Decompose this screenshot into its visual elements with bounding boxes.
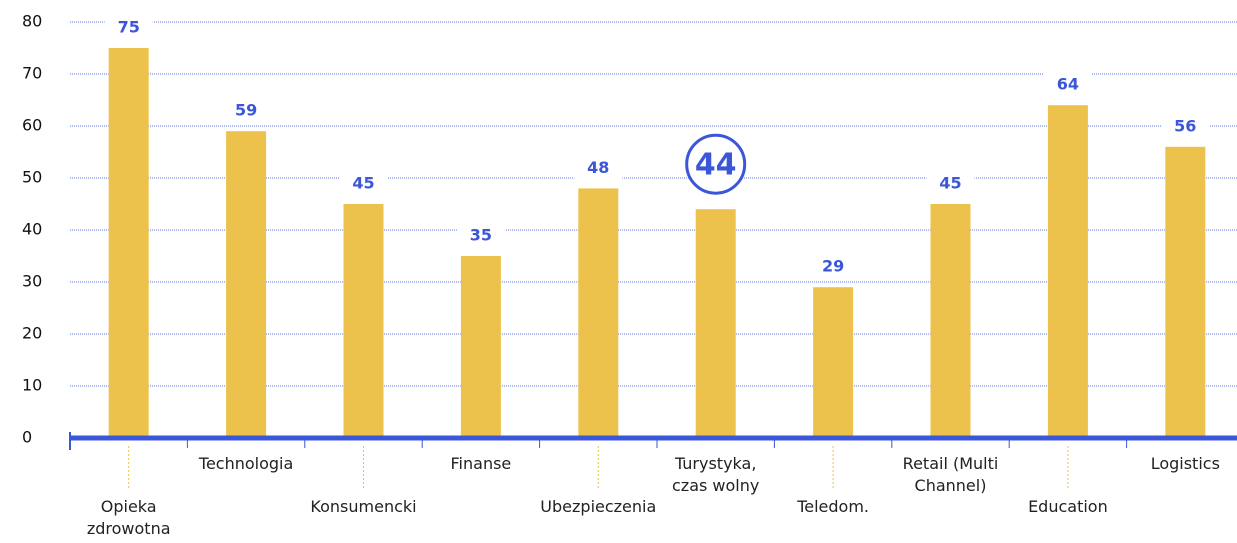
y-tick-label: 20 bbox=[22, 324, 42, 343]
x-tick-label: Retail (Multi Channel) bbox=[902, 454, 999, 495]
value-label: 35 bbox=[470, 226, 492, 245]
label-bg bbox=[222, 99, 271, 124]
bar bbox=[578, 188, 619, 438]
label-bg bbox=[456, 224, 505, 248]
highlight-circle bbox=[685, 133, 747, 195]
label-bg bbox=[574, 156, 623, 181]
y-tick-label: 0 bbox=[22, 428, 32, 447]
bar bbox=[695, 209, 736, 438]
y-tick-label: 40 bbox=[22, 220, 42, 239]
bar bbox=[460, 256, 501, 438]
value-label: 29 bbox=[822, 257, 844, 276]
y-tick-label: 70 bbox=[22, 64, 42, 83]
bar bbox=[108, 48, 149, 438]
bar bbox=[1047, 105, 1088, 438]
value-label: 56 bbox=[1174, 116, 1196, 135]
bar bbox=[1165, 146, 1206, 439]
y-tick-label: 30 bbox=[22, 272, 42, 291]
label-bg bbox=[926, 172, 975, 196]
y-tick-label: 50 bbox=[22, 168, 42, 187]
value-label: 64 bbox=[1057, 75, 1079, 94]
label-bg bbox=[104, 16, 153, 40]
x-tick-label: Opieka zdrowotna bbox=[86, 497, 171, 538]
y-tick-label: 60 bbox=[22, 116, 42, 135]
label-bg bbox=[1043, 73, 1092, 98]
x-tick-label: Technologia bbox=[198, 454, 294, 473]
x-tick-label: Logistics bbox=[1150, 454, 1220, 473]
label-bg bbox=[809, 255, 858, 280]
x-tick-label: Turystyka, czas wolny bbox=[672, 454, 760, 495]
value-label: 48 bbox=[587, 158, 609, 177]
label-bg bbox=[339, 172, 388, 196]
label-bg bbox=[1161, 114, 1210, 139]
bar bbox=[930, 204, 971, 438]
value-label: 45 bbox=[939, 174, 961, 193]
x-tick-label: Finanse bbox=[450, 454, 512, 473]
value-label: 59 bbox=[235, 101, 257, 120]
x-tick-label: Education bbox=[1028, 497, 1108, 516]
x-tick-label: Ubezpieczenia bbox=[540, 497, 657, 516]
bar bbox=[813, 287, 854, 438]
bar bbox=[226, 131, 267, 438]
y-tick-label: 10 bbox=[22, 376, 42, 395]
x-tick-label: Konsumencki bbox=[310, 497, 417, 516]
x-tick-label: Teledom. bbox=[797, 497, 869, 516]
bar bbox=[343, 204, 384, 438]
value-label: 44 bbox=[695, 148, 737, 183]
y-tick-label: 80 bbox=[22, 12, 42, 31]
value-label: 45 bbox=[352, 174, 374, 193]
value-label: 75 bbox=[118, 18, 140, 37]
